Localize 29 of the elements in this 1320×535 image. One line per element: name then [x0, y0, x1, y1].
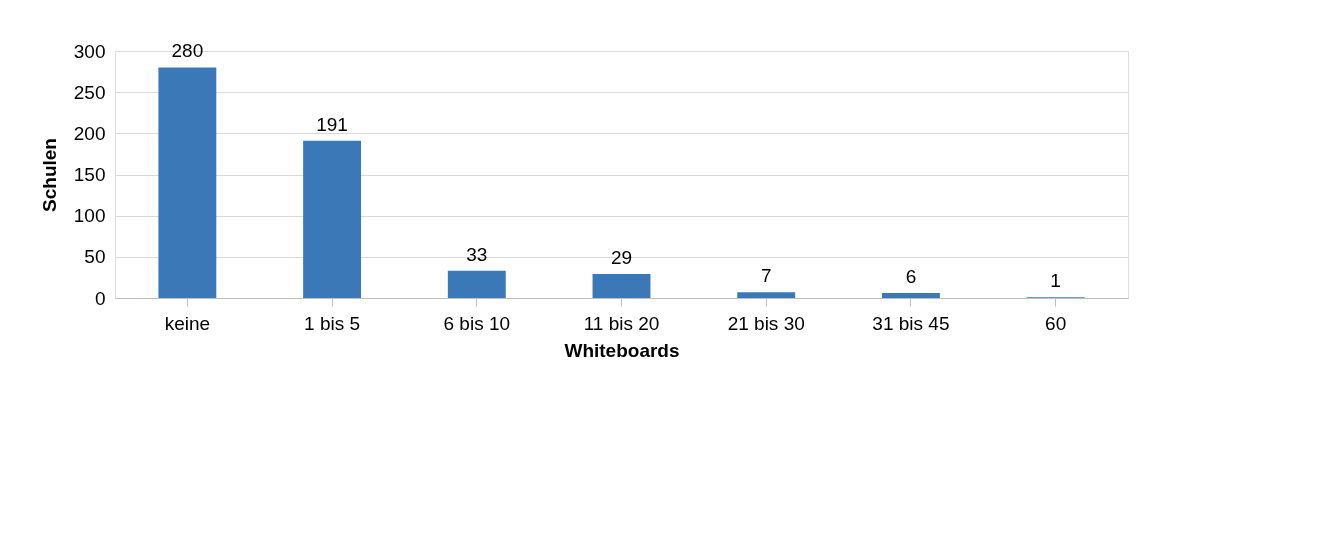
bar	[447, 270, 506, 298]
data-label: 280	[171, 40, 204, 62]
x-tick-label: 21 bis 30	[727, 312, 805, 334]
y-tick-label: 0	[94, 287, 106, 309]
y-axis-title: Schulen	[38, 138, 60, 212]
y-tick-label: 300	[73, 40, 106, 62]
x-axis-title: Whiteboards	[564, 339, 680, 361]
bar	[592, 274, 651, 298]
data-label: 33	[466, 243, 488, 265]
x-tick-label: 6 bis 10	[443, 312, 511, 334]
x-tick-label: 60	[1045, 312, 1067, 334]
bar	[737, 292, 796, 298]
data-label: 7	[760, 265, 772, 287]
data-label: 6	[905, 266, 917, 288]
y-tick-label: 50	[84, 246, 106, 268]
bar	[158, 67, 217, 298]
y-tick-label: 250	[73, 81, 106, 103]
bar	[881, 293, 940, 298]
x-tick-label: 31 bis 45	[872, 312, 950, 334]
bar	[303, 140, 362, 298]
data-label: 29	[610, 247, 633, 269]
x-tick-label: keine	[164, 312, 211, 334]
y-tick-label: 100	[73, 205, 106, 227]
x-tick-label: 1 bis 5	[304, 312, 361, 334]
y-tick-label: 150	[73, 164, 106, 185]
x-tick-label: 11 bis 20	[583, 312, 660, 334]
y-tick-label: 200	[73, 122, 106, 144]
data-label: 1	[1050, 270, 1061, 292]
data-label: 191	[316, 113, 348, 135]
